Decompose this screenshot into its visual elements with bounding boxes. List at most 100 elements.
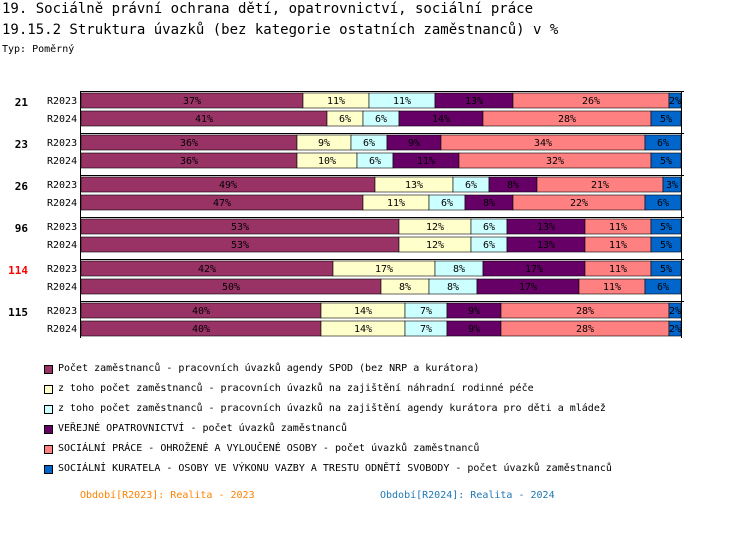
row-label-114-R2024: R2024 (47, 282, 77, 293)
data-label-21-R2023-s3: 11% (393, 96, 411, 107)
data-label-96-R2023-s1: 53% (231, 222, 249, 233)
data-label-26-R2024-s3: 6% (441, 198, 453, 209)
row-label-21-R2024: R2024 (47, 114, 77, 125)
data-label-23-R2023-s1: 36% (180, 138, 198, 149)
legend-swatch-4 (44, 425, 53, 434)
row-label-23-R2024: R2024 (47, 156, 77, 167)
data-label-23-R2024-s6: 5% (660, 156, 672, 167)
row-label-21-R2023: R2023 (47, 96, 77, 107)
data-label-23-R2023-s3: 6% (363, 138, 375, 149)
legend-label-6: SOCIÁLNÍ KURATELA - OSOBY VE VÝKONU VAZB… (58, 463, 612, 474)
data-label-21-R2024-s2: 6% (339, 114, 351, 125)
legend-label-5: SOCIÁLNÍ PRÁCE - OHROŽENÉ A VYLOUČENÉ OS… (58, 443, 480, 454)
data-label-114-R2024-s1: 50% (222, 282, 240, 293)
legend-swatch-1 (44, 365, 53, 374)
data-label-96-R2024-s2: 12% (426, 240, 444, 251)
legend-label-4: VEŘEJNÉ OPATROVNICTVÍ - počet úvazků zam… (58, 423, 347, 434)
data-label-26-R2023-s2: 13% (405, 180, 423, 191)
data-label-114-R2023-s1: 42% (198, 264, 216, 275)
data-label-96-R2023-s2: 12% (426, 222, 444, 233)
data-label-23-R2023-s4: 9% (408, 138, 420, 149)
row-label-114-R2023: R2023 (47, 264, 77, 275)
data-label-26-R2024-s6: 6% (657, 198, 669, 209)
legend-swatch-5 (44, 445, 53, 454)
data-label-23-R2023-s5: 34% (534, 138, 552, 149)
data-label-96-R2024-s3: 6% (483, 240, 495, 251)
data-label-26-R2024-s1: 47% (213, 198, 231, 209)
stacked-bar-chart: 21 R2023 37% 11% 11% 13% 26% 2%R2024 41% 6% 6% 14% 2… (8, 91, 684, 338)
data-label-114-R2024-s3: 8% (447, 282, 459, 293)
data-label-21-R2023-s6: 2% (669, 96, 681, 107)
data-label-26-R2023-s6: 3% (666, 180, 678, 191)
data-label-115-R2024-s2: 14% (354, 324, 372, 335)
data-label-114-R2023-s6: 5% (660, 264, 672, 275)
data-label-21-R2023-s2: 11% (327, 96, 345, 107)
data-label-21-R2023-s1: 37% (183, 96, 201, 107)
data-label-96-R2023-s4: 13% (537, 222, 555, 233)
data-label-115-R2024-s6: 2% (669, 324, 681, 335)
legend-label-1: Počet zaměstnanců - pracovních úvazků ag… (58, 363, 480, 374)
data-label-96-R2024-s6: 5% (660, 240, 672, 251)
legend-swatch-2 (44, 385, 53, 394)
group-label-21: 21 (15, 96, 29, 109)
data-label-21-R2024-s6: 5% (660, 114, 672, 125)
row-label-23-R2023: R2023 (47, 138, 77, 149)
data-label-96-R2023-s6: 5% (660, 222, 672, 233)
data-label-115-R2024-s4: 9% (468, 324, 480, 335)
data-label-96-R2024-s4: 13% (537, 240, 555, 251)
data-label-96-R2023-s3: 6% (483, 222, 495, 233)
chart-title: 19. Sociálně právní ochrana dětí, opatro… (2, 1, 534, 17)
data-label-26-R2024-s5: 22% (570, 198, 588, 209)
data-label-23-R2024-s1: 36% (180, 156, 198, 167)
data-label-21-R2023-s5: 26% (582, 96, 600, 107)
data-label-115-R2023-s3: 7% (420, 306, 432, 317)
data-label-114-R2024-s6: 6% (657, 282, 669, 293)
chart-type-label: Typ: Poměrný (2, 44, 75, 55)
chart-subtitle: 19.15.2 Struktura úvazků (bez kategorie … (2, 22, 559, 38)
row-label-115-R2024: R2024 (47, 324, 77, 335)
legend-label-3: z toho počet zaměstnanců - pracovních úv… (58, 403, 606, 414)
legend-swatch-6 (44, 465, 53, 474)
data-label-26-R2024-s4: 8% (483, 198, 495, 209)
row-label-96-R2023: R2023 (47, 222, 77, 233)
data-label-115-R2024-s1: 40% (192, 324, 210, 335)
data-label-21-R2024-s1: 41% (195, 114, 213, 125)
row-label-96-R2024: R2024 (47, 240, 77, 251)
data-label-115-R2023-s4: 9% (468, 306, 480, 317)
group-label-115: 115 (8, 306, 28, 319)
row-label-26-R2023: R2023 (47, 180, 77, 191)
data-label-21-R2023-s4: 13% (465, 96, 483, 107)
legend-label-2: z toho počet zaměstnanců - pracovních úv… (58, 383, 534, 394)
data-label-96-R2024-s1: 53% (231, 240, 249, 251)
group-label-96: 96 (15, 222, 29, 235)
data-label-114-R2023-s3: 8% (453, 264, 465, 275)
data-label-26-R2024-s2: 11% (387, 198, 405, 209)
group-label-114: 114 (8, 264, 28, 277)
data-label-23-R2024-s5: 32% (546, 156, 564, 167)
data-label-114-R2023-s5: 11% (609, 264, 627, 275)
data-label-21-R2024-s3: 6% (375, 114, 387, 125)
data-label-114-R2024-s2: 8% (399, 282, 411, 293)
data-label-115-R2024-s5: 28% (576, 324, 594, 335)
data-label-23-R2024-s3: 6% (369, 156, 381, 167)
data-label-26-R2023-s4: 8% (507, 180, 519, 191)
period-2023-label: Období[R2023]: Realita - 2023 (80, 490, 255, 501)
data-label-96-R2024-s5: 11% (609, 240, 627, 251)
row-label-115-R2023: R2023 (47, 306, 77, 317)
group-label-26: 26 (15, 180, 29, 193)
data-label-114-R2024-s4: 17% (519, 282, 537, 293)
data-label-23-R2023-s6: 6% (657, 138, 669, 149)
data-label-114-R2024-s5: 11% (603, 282, 621, 293)
data-label-21-R2024-s4: 14% (432, 114, 450, 125)
data-label-115-R2023-s5: 28% (576, 306, 594, 317)
data-label-26-R2023-s3: 6% (465, 180, 477, 191)
data-label-114-R2023-s4: 17% (525, 264, 543, 275)
period-2024-label: Období[R2024]: Realita - 2024 (380, 490, 555, 501)
data-label-114-R2023-s2: 17% (375, 264, 393, 275)
group-label-23: 23 (15, 138, 28, 151)
data-label-115-R2023-s1: 40% (192, 306, 210, 317)
data-label-23-R2024-s4: 11% (417, 156, 435, 167)
data-label-26-R2023-s1: 49% (219, 180, 237, 191)
data-label-23-R2024-s2: 10% (318, 156, 336, 167)
data-label-115-R2023-s2: 14% (354, 306, 372, 317)
